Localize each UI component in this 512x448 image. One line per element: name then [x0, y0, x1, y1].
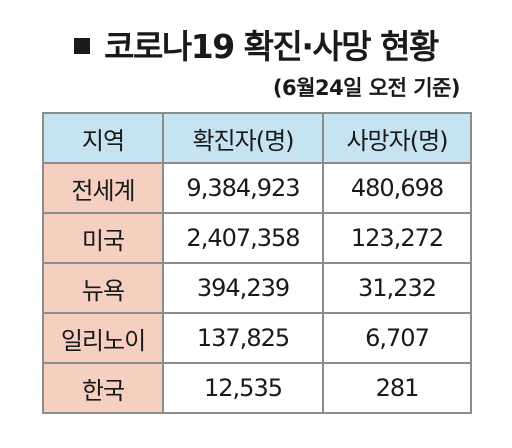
deaths-cell: 123,272	[322, 212, 472, 264]
region-cell: 미국	[42, 212, 164, 264]
deaths-cell: 6,707	[322, 312, 472, 364]
confirmed-cell: 9,384,923	[162, 162, 324, 214]
bullet-square-icon	[74, 38, 91, 54]
table-row: 한국 12,535 281	[42, 362, 472, 414]
deaths-cell: 31,232	[322, 262, 472, 314]
confirmed-cell: 2,407,358	[162, 212, 324, 264]
covid-stats-table: 지역 확진자(명) 사망자(명) 전세계 9,384,923 480,698 미…	[42, 112, 472, 414]
header-region: 지역	[42, 112, 164, 164]
confirmed-cell: 12,535	[162, 362, 324, 414]
page-subtitle: (6월24일 오전 기준)	[272, 76, 461, 100]
header-deaths: 사망자(명)	[322, 112, 472, 164]
deaths-cell: 281	[322, 362, 472, 414]
table-header-row: 지역 확진자(명) 사망자(명)	[42, 112, 472, 164]
table-row: 전세계 9,384,923 480,698	[42, 162, 472, 214]
table-row: 뉴욕 394,239 31,232	[42, 262, 472, 314]
confirmed-cell: 394,239	[162, 262, 324, 314]
region-cell: 전세계	[42, 162, 164, 214]
header-confirmed: 확진자(명)	[162, 112, 324, 164]
title-row: 코로나19 확진·사망 현황	[0, 20, 512, 68]
page-title: 코로나19 확진·사망 현황	[104, 27, 439, 66]
table-row: 미국 2,407,358 123,272	[42, 212, 472, 264]
confirmed-cell: 137,825	[162, 312, 324, 364]
deaths-cell: 480,698	[322, 162, 472, 214]
region-cell: 일리노이	[42, 312, 164, 364]
region-cell: 한국	[42, 362, 164, 414]
table-row: 일리노이 137,825 6,707	[42, 312, 472, 364]
region-cell: 뉴욕	[42, 262, 164, 314]
